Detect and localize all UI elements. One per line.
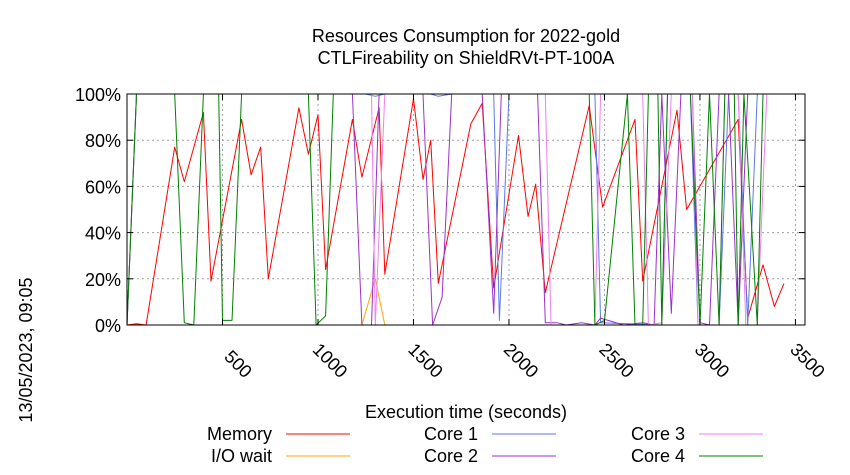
legend-label-core-3: Core 3 — [631, 424, 685, 444]
grid — [127, 94, 805, 325]
legend-label-core-4: Core 4 — [631, 446, 685, 466]
x-tick-labels: 500 1000 1500 2000 2500 3000 3500 — [220, 94, 829, 382]
x-tick-label: 2500 — [595, 339, 637, 381]
plot-frame — [126, 93, 806, 326]
y-tick-label: 20% — [85, 270, 121, 290]
timestamp-label: 13/05/2023, 09:05 — [16, 277, 36, 422]
y-tick-label: 80% — [85, 131, 121, 151]
series-lines — [126, 93, 785, 326]
series-line-i-o-wait — [127, 278, 784, 326]
chart-title: Resources Consumption for 2022-gold — [312, 26, 620, 46]
y-tick-labels: 0% 20% 40% 60% 80% 100% — [75, 85, 805, 336]
y-tick-label: 100% — [75, 85, 121, 105]
x-tick-label: 1500 — [404, 339, 446, 381]
x-tick-label: 1000 — [309, 339, 351, 381]
y-tick-label: 40% — [85, 224, 121, 244]
series-line-core-3 — [126, 93, 784, 326]
x-axis-label: Execution time (seconds) — [365, 402, 567, 422]
legend-label-core-1: Core 1 — [424, 424, 478, 444]
series-line-memory — [126, 98, 785, 326]
x-tick-label: 2000 — [500, 339, 542, 381]
series-line-core-2 — [126, 93, 784, 326]
y-tick-label: 60% — [85, 177, 121, 197]
x-tick-label: 3000 — [691, 339, 733, 381]
chart-subtitle: CTLFireability on ShieldRVt-PT-100A — [318, 48, 615, 68]
series-line-core-1 — [126, 93, 784, 326]
x-tick-label: 3500 — [786, 339, 828, 381]
legend-label-core-2: Core 2 — [424, 446, 478, 466]
x-tick-label: 500 — [220, 346, 255, 381]
series-line-core-4 — [126, 93, 784, 326]
legend-label-memory: Memory — [207, 424, 272, 444]
legend-label-i-o-wait: I/O wait — [211, 446, 272, 466]
y-tick-label: 0% — [95, 316, 121, 336]
